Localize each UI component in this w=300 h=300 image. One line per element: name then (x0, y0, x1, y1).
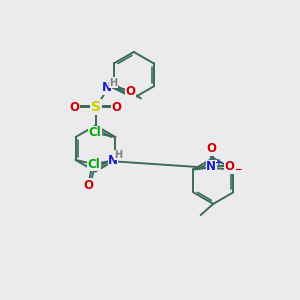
Text: N: N (108, 154, 118, 166)
Text: O: O (69, 101, 79, 114)
Text: O: O (112, 101, 122, 114)
Text: −: − (234, 165, 242, 174)
Text: N: N (101, 81, 111, 94)
Text: +: + (215, 158, 223, 167)
Text: S: S (91, 100, 100, 114)
Text: N: N (206, 160, 216, 173)
Text: O: O (206, 142, 216, 155)
Text: O: O (224, 160, 234, 173)
Text: O: O (83, 178, 93, 191)
Text: Cl: Cl (88, 158, 100, 171)
Text: O: O (125, 85, 135, 98)
Text: H: H (110, 78, 118, 88)
Text: Cl: Cl (88, 126, 101, 139)
Text: H: H (114, 150, 122, 160)
